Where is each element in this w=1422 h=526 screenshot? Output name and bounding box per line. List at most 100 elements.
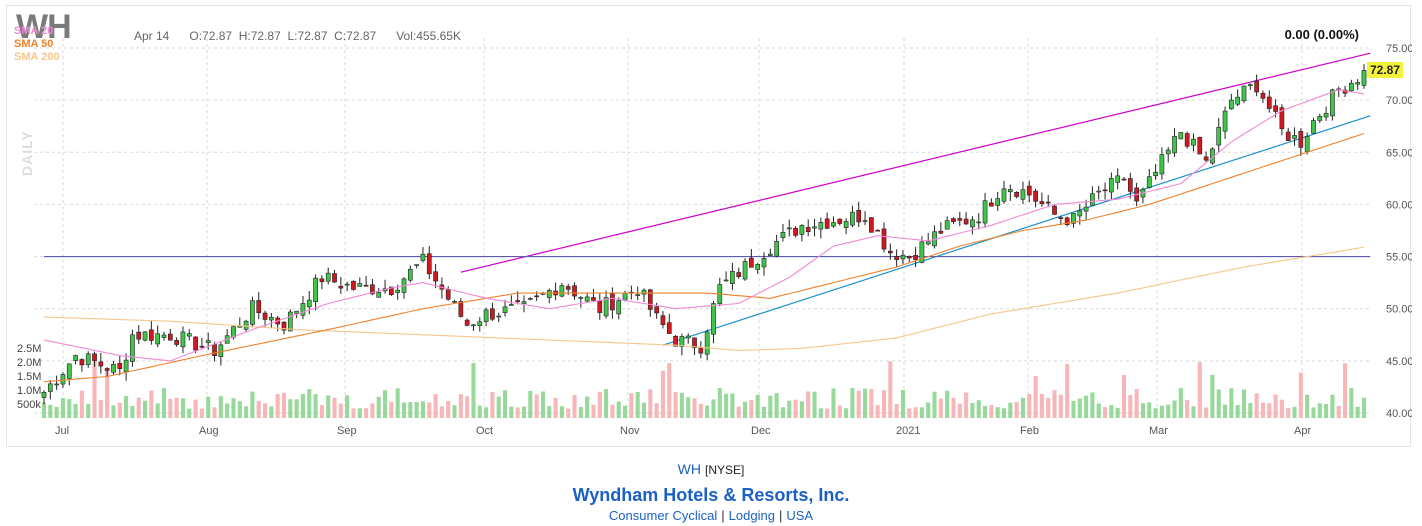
volume-bar <box>370 403 375 418</box>
volume-bar <box>1229 388 1234 418</box>
candle-down <box>98 361 104 367</box>
candle-up <box>502 306 508 313</box>
volume-bar <box>60 397 65 418</box>
volume-bar <box>717 387 722 418</box>
candle-up <box>1178 132 1184 140</box>
volume-bar <box>307 389 312 418</box>
volume-bar <box>730 393 735 418</box>
volume-bar <box>408 402 413 418</box>
footer-ticker-link[interactable]: WH <box>677 461 701 477</box>
volume-bar <box>490 392 495 418</box>
volume-bar <box>225 403 230 418</box>
volume-bar <box>364 408 369 418</box>
volume-bar <box>54 406 59 418</box>
candle-up <box>1311 120 1316 134</box>
volume-bar <box>635 391 640 418</box>
x-tick-label: Jul <box>55 425 69 437</box>
candle-up <box>995 198 1001 206</box>
volume-bar <box>964 392 969 418</box>
low-value: L:72.87 <box>287 29 328 43</box>
company-name[interactable]: Wyndham Hotels & Resorts, Inc. <box>572 485 850 505</box>
volume-bar <box>1159 405 1164 418</box>
volume-tick-label: 500k <box>17 399 41 411</box>
volume-bar <box>345 395 350 418</box>
sma200-legend: SMA 200 <box>14 51 60 63</box>
volume-bar <box>477 405 482 418</box>
candle-down <box>647 289 653 310</box>
volume-bar <box>1172 400 1177 418</box>
x-tick-label: Dec <box>751 425 771 437</box>
volume-bar <box>1204 407 1209 418</box>
candle-down <box>338 285 344 289</box>
volume-bar <box>67 399 72 418</box>
volume-bar <box>856 390 861 418</box>
volume-bar <box>673 392 678 418</box>
volume-bar <box>521 406 527 418</box>
candle-up <box>477 321 483 326</box>
candle-up <box>944 220 950 230</box>
volume-bar <box>1349 387 1354 418</box>
volume-bar <box>256 401 261 418</box>
candle-down <box>875 229 881 232</box>
lower-channel-line <box>662 115 1371 346</box>
candle-down <box>167 333 173 341</box>
volume-bar <box>534 394 539 418</box>
volume-bar <box>610 404 615 418</box>
candle-down <box>1203 156 1209 161</box>
candle-down <box>1058 217 1064 219</box>
volume-bar <box>452 405 457 418</box>
volume-bar <box>471 363 476 418</box>
candle-up <box>711 303 716 335</box>
candle-up <box>603 297 609 317</box>
volume-bar <box>660 370 665 418</box>
candle-down <box>1014 192 1019 197</box>
candle-down <box>1298 131 1304 148</box>
candle-up <box>483 309 489 322</box>
volume-bar <box>288 399 293 418</box>
volume-bar <box>1267 403 1272 418</box>
candle-up <box>755 263 761 270</box>
volume-bar <box>143 400 148 418</box>
volume-bar <box>1166 404 1171 418</box>
volume-bar <box>983 405 988 418</box>
volume-bar <box>1039 393 1044 418</box>
volume-bar <box>787 400 792 418</box>
volume-bar <box>850 388 855 418</box>
candle-down <box>212 344 217 356</box>
exchange-label: [NYSE] <box>704 463 745 477</box>
volume-bar <box>919 407 924 418</box>
candlestick-chart[interactable]: 40.00 45.00 50.00 55.00 60.00 65.00 70.00 75.00… <box>7 6 1412 448</box>
candle-up <box>1304 136 1310 152</box>
volume-bar <box>749 399 754 418</box>
volume-bar <box>780 407 785 418</box>
volume-bar <box>894 404 899 418</box>
candle-down <box>951 218 956 222</box>
volume-bar <box>863 388 868 418</box>
volume-bar <box>1052 390 1057 418</box>
sector-link[interactable]: Consumer Cyclical <box>608 508 718 523</box>
candle-down <box>957 218 963 221</box>
volume-bar <box>755 394 760 418</box>
volume-bar <box>831 388 836 418</box>
y-tick-label: 50.00 <box>1386 304 1412 316</box>
candle-down <box>370 284 375 295</box>
volume-bar <box>679 392 684 418</box>
candle-up <box>130 334 135 362</box>
volume-bar <box>357 408 362 418</box>
candle-down <box>281 321 287 331</box>
candle-up <box>111 364 116 373</box>
volume-bar <box>553 397 558 418</box>
industry-link[interactable]: Lodging <box>728 508 775 523</box>
candle-up <box>66 363 72 379</box>
candle-down <box>869 217 874 233</box>
volume-bar <box>1058 394 1063 418</box>
candle-up <box>325 272 331 282</box>
candle-up <box>1349 82 1354 92</box>
candle-up <box>300 303 306 316</box>
volume-bar <box>1254 393 1259 418</box>
volume-bar <box>724 393 729 418</box>
candle-down <box>963 218 969 225</box>
volume-bar <box>206 396 211 418</box>
volume-bar <box>616 401 621 418</box>
country-link[interactable]: USA <box>786 508 814 523</box>
